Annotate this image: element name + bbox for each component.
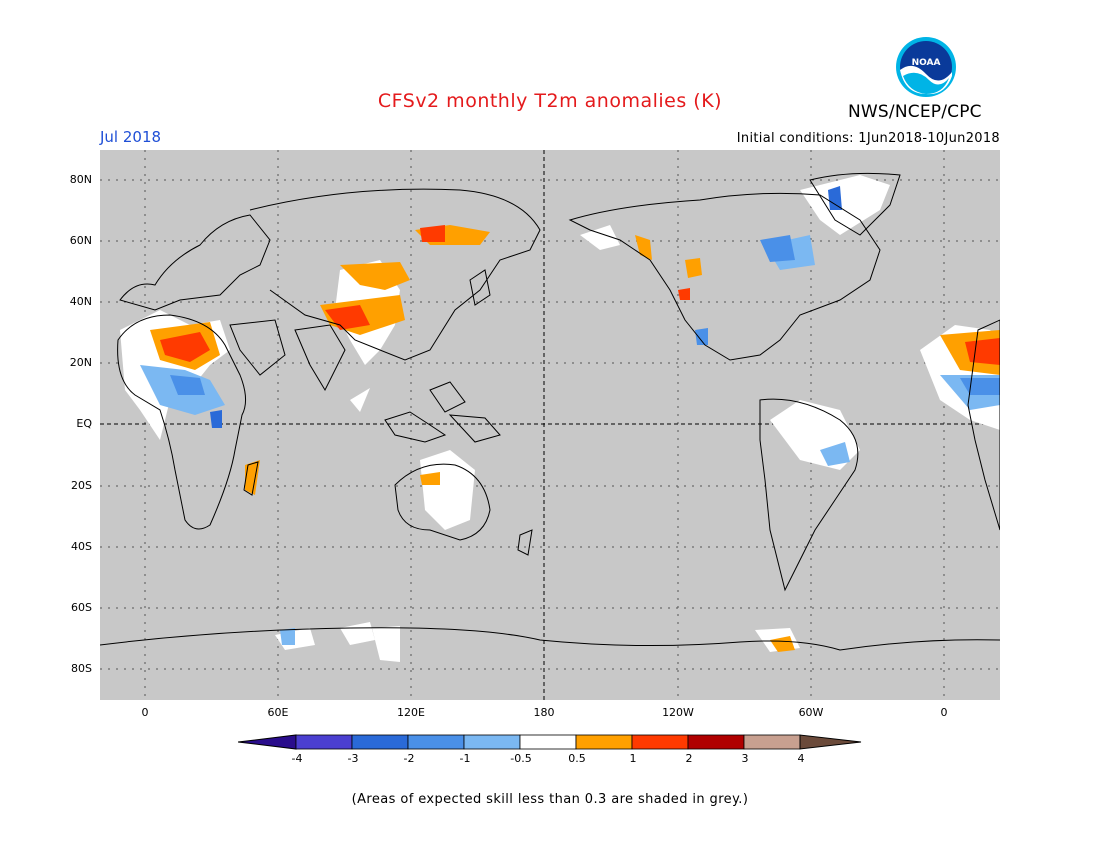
- map-canvas: [100, 150, 1000, 700]
- lon-label: 0: [940, 706, 948, 719]
- lon-label: 180: [533, 706, 555, 719]
- lat-label: 60S: [71, 601, 92, 614]
- initial-conditions-label: Initial conditions: 1Jun2018-10Jun2018: [736, 131, 1000, 146]
- grid-lines: [100, 150, 1000, 700]
- colorbar-label: -0.5: [510, 752, 532, 765]
- colorbar-label: 3: [741, 752, 749, 765]
- logo-text: NOAA: [912, 58, 941, 68]
- lat-label: 40S: [71, 540, 92, 553]
- colorbar-label: -1: [459, 752, 471, 765]
- colorbar-segment: [687, 734, 745, 750]
- lat-label: 20S: [71, 479, 92, 492]
- lat-label: 80S: [71, 662, 92, 675]
- lat-label: 80N: [69, 173, 92, 186]
- colorbar-segment: [295, 734, 353, 750]
- colorbar-label: -4: [291, 752, 303, 765]
- colorbar-segment: [743, 734, 801, 750]
- lon-label: 0: [141, 706, 149, 719]
- anomaly-map: [100, 150, 1000, 700]
- lat-label: 60N: [69, 234, 92, 247]
- colorbar-segment: [351, 734, 409, 750]
- footnote: (Areas of expected skill less than 0.3 a…: [351, 792, 749, 807]
- equator-dateline: [100, 150, 1000, 700]
- agency-label: NWS/NCEP/CPC: [848, 102, 982, 122]
- colorbar-segment: [519, 734, 577, 750]
- lon-label: 60E: [267, 706, 289, 719]
- colorbar-segment: [407, 734, 465, 750]
- colorbar-label: 2: [685, 752, 693, 765]
- colorbar-segment: [631, 734, 689, 750]
- colorbar-label: 0.5: [568, 752, 586, 765]
- colorbar-label: -2: [403, 752, 415, 765]
- colorbar-segment: [463, 734, 521, 750]
- lat-label: 40N: [69, 295, 92, 308]
- colorbar: [237, 734, 862, 750]
- lon-label: 120W: [662, 706, 694, 719]
- colorbar-label: -3: [347, 752, 359, 765]
- colorbar-left-arrow: [237, 734, 297, 750]
- colorbar-segment: [575, 734, 633, 750]
- colorbar-label: 4: [797, 752, 805, 765]
- colorbar-label: 1: [629, 752, 637, 765]
- anomaly-patches: [120, 175, 1000, 662]
- lon-label: 60W: [798, 706, 824, 719]
- lat-label: EQ: [76, 417, 92, 430]
- lat-label: 20N: [69, 356, 92, 369]
- chart-title: CFSv2 monthly T2m anomalies (K): [377, 90, 723, 112]
- coastlines: [100, 172, 1000, 651]
- lon-label: 120E: [397, 706, 425, 719]
- noaa-logo-icon: NOAA: [895, 36, 957, 98]
- valid-month-label: Jul 2018: [100, 128, 162, 146]
- colorbar-right-arrow: [799, 734, 862, 750]
